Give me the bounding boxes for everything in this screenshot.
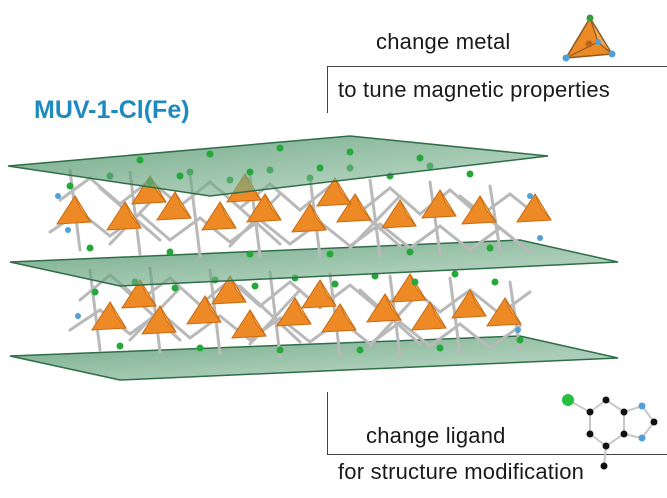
change-ligand-label: change ligand bbox=[366, 423, 506, 448]
structure-title: MUV-1-Cl(Fe) bbox=[34, 96, 190, 124]
chloro-imidazole-ligand-icon bbox=[567, 399, 655, 467]
bottom-note-bracket bbox=[327, 392, 667, 455]
change-metal-label: change metal bbox=[376, 29, 511, 54]
structure-modification-label: for structure modification bbox=[338, 459, 585, 484]
layer-plane-top bbox=[7, 135, 549, 197]
tetrahedron-icon bbox=[562, 14, 616, 62]
layer-plane-bottom bbox=[9, 335, 619, 381]
layer-plane-middle bbox=[9, 239, 619, 287]
nitrogen-atoms bbox=[55, 193, 543, 333]
tune-magnetic-label: to tune magnetic properties bbox=[338, 77, 610, 102]
top-note-bracket bbox=[327, 66, 667, 113]
